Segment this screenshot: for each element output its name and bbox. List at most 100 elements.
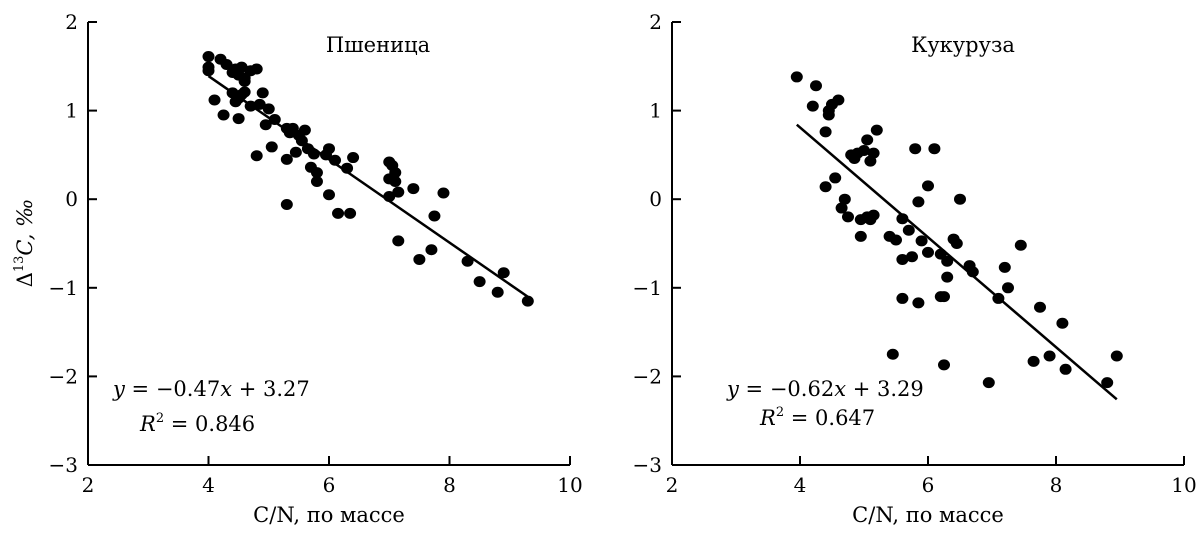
data-point [262,103,275,115]
x-tick-label: 8 [443,473,456,497]
data-point [332,207,345,219]
data-point [407,183,420,195]
data-point [941,271,954,283]
data-point [922,180,934,192]
data-point [298,124,311,136]
regression-equation: y = −0.47x + 3.27 [112,377,310,401]
y-tick-label: −1 [49,276,78,300]
data-point [413,253,426,265]
data-point [1059,363,1072,375]
data-point [250,150,263,162]
x-tick-label: 4 [794,473,807,497]
data-point [864,155,877,167]
data-point [347,152,360,164]
y-axis-label: Δ13C, ‰ [12,199,37,288]
wheat-panel: −3 −2 −1 0 1 2 2 4 6 8 10 C/N, по массе Δ13C, ‰ Пшени… [12,10,583,527]
data-point [521,295,534,307]
y-tick-label: −3 [633,453,662,477]
data-point [232,113,245,125]
regression-line [795,123,1118,401]
data-point [1110,350,1123,362]
data-point [832,94,845,106]
data-point [854,230,867,242]
panel-title: Кукуруза [911,33,1015,57]
data-point [928,143,941,155]
data-point [822,109,835,121]
x-tick-label: 2 [666,473,679,497]
data-point [835,202,848,214]
y-tick-label: 1 [65,99,78,123]
x-tick-label: 2 [82,473,95,497]
data-point [392,235,405,247]
data-point [1034,301,1046,313]
data-point [1043,350,1056,362]
data-point [238,75,251,87]
data-point [289,146,302,158]
r-squared-label: R2 = 0.647 [759,405,875,430]
x-tick-label: 4 [202,473,215,497]
data-point [235,61,248,73]
panel-title: Пшеница [326,33,430,57]
data-point [323,143,335,155]
data-point [238,86,251,98]
data-point [1002,282,1014,294]
data-point [867,209,880,221]
data-point [954,193,966,205]
data-point [912,196,925,208]
x-tick-label: 6 [922,473,935,497]
data-point [344,207,357,219]
data-point [819,126,832,138]
data-point [938,359,950,371]
data-point [202,51,215,63]
data-point [329,154,342,166]
y-tick-label: 2 [649,10,662,34]
regression-line [207,75,529,298]
data-point [497,267,510,279]
data-point [1014,239,1027,251]
x-tick-label: 10 [1171,473,1196,497]
data-point [208,94,221,106]
data-point [280,199,293,211]
y-tick-label: −2 [49,364,78,388]
data-point [912,297,925,309]
y-tick-label: −3 [49,453,78,477]
x-tick-label: 8 [1050,473,1063,497]
data-point [896,253,909,265]
data-point [886,348,899,360]
data-point [810,80,822,92]
data-point [896,292,909,304]
data-point [250,63,263,75]
data-point [870,124,883,136]
data-point [829,172,842,184]
data-point [253,98,266,110]
data-point [1101,377,1114,389]
data-point [838,193,851,205]
y-tick-label: −1 [633,276,662,300]
x-tick-label: 10 [557,473,582,497]
data-point [280,153,293,165]
data-point [389,175,402,187]
data-point [220,59,233,71]
data-point [310,175,323,187]
regression-equation: y = −0.62x + 3.29 [726,377,924,401]
data-point [938,291,950,303]
y-tick-label: −2 [633,364,662,388]
data-point [982,377,995,389]
data-point [896,213,909,225]
data-point [906,251,918,263]
data-point [950,238,963,249]
data-point [806,100,819,112]
data-point [265,141,278,153]
data-point [1027,355,1040,367]
data-point [819,181,832,193]
corn-panel: −3 −2 −1 0 1 2 2 4 6 8 10 C/N, по массе Кукуруза y = … [633,10,1197,527]
data-point [909,143,922,155]
data-point [256,87,269,99]
y-tick-label: 2 [65,10,78,34]
data-point [392,186,405,198]
x-axis-label: C/N, по массе [253,503,405,527]
data-point [323,189,335,201]
r-squared-label: R2 = 0.846 [139,411,255,436]
